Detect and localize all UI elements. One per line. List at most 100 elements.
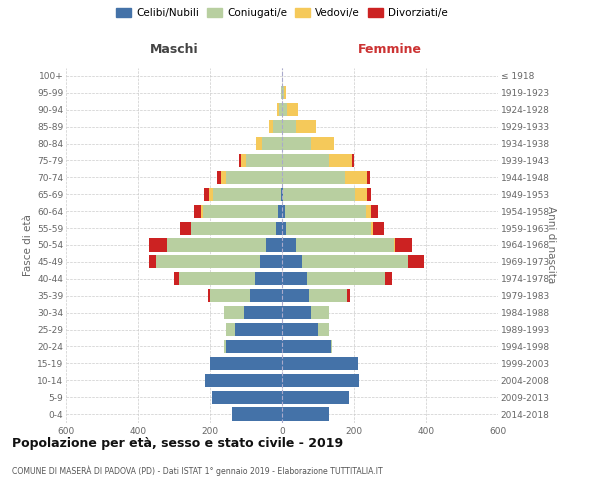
Bar <box>282 272 307 285</box>
Bar <box>167 238 266 252</box>
Bar <box>203 204 278 218</box>
Text: Popolazione per età, sesso e stato civile - 2019: Popolazione per età, sesso e stato civil… <box>12 438 343 450</box>
Bar <box>174 272 179 285</box>
Bar <box>282 204 285 218</box>
Bar <box>283 188 355 201</box>
Bar <box>217 171 221 184</box>
Bar <box>282 154 329 167</box>
Bar <box>279 103 282 117</box>
Bar <box>278 204 282 218</box>
Bar <box>269 120 273 134</box>
Bar <box>156 256 260 268</box>
Bar <box>260 256 282 268</box>
Text: Femmine: Femmine <box>358 42 422 56</box>
Bar <box>244 306 282 319</box>
Bar <box>311 137 334 150</box>
Bar <box>235 323 282 336</box>
Bar <box>282 120 296 134</box>
Legend: Celibi/Nubili, Coniugati/e, Vedovi/e, Divorziati/e: Celibi/Nubili, Coniugati/e, Vedovi/e, Di… <box>116 8 448 18</box>
Bar <box>282 390 349 404</box>
Bar <box>282 171 345 184</box>
Bar <box>232 408 282 420</box>
Bar <box>345 171 367 184</box>
Bar <box>201 204 203 218</box>
Bar <box>210 356 282 370</box>
Bar <box>284 86 286 100</box>
Bar <box>394 238 395 252</box>
Bar <box>250 289 282 302</box>
Bar <box>255 272 282 285</box>
Bar <box>282 374 359 387</box>
Bar <box>329 154 352 167</box>
Bar <box>205 374 282 387</box>
Bar <box>296 238 394 252</box>
Bar <box>331 340 332 353</box>
Bar <box>282 256 302 268</box>
Bar <box>282 222 286 234</box>
Bar <box>282 137 311 150</box>
Bar <box>318 323 329 336</box>
Bar <box>285 204 366 218</box>
Bar <box>282 188 283 201</box>
Bar <box>282 103 287 117</box>
Y-axis label: Fasce di età: Fasce di età <box>23 214 33 276</box>
Bar <box>408 256 424 268</box>
Bar <box>282 340 331 353</box>
Bar <box>355 188 367 201</box>
Bar <box>282 289 309 302</box>
Bar <box>281 188 282 201</box>
Bar <box>273 120 282 134</box>
Bar <box>311 306 329 319</box>
Bar <box>371 222 373 234</box>
Bar <box>352 154 354 167</box>
Bar <box>149 256 156 268</box>
Bar <box>309 289 347 302</box>
Bar <box>282 306 311 319</box>
Text: Maschi: Maschi <box>149 42 199 56</box>
Bar <box>204 188 209 201</box>
Bar <box>191 222 275 234</box>
Bar <box>302 256 408 268</box>
Bar <box>367 188 371 201</box>
Bar <box>210 289 250 302</box>
Bar <box>208 289 210 302</box>
Text: COMUNE DI MASERÀ DI PADOVA (PD) - Dati ISTAT 1° gennaio 2019 - Elaborazione TUTT: COMUNE DI MASERÀ DI PADOVA (PD) - Dati I… <box>12 466 383 476</box>
Bar <box>367 171 370 184</box>
Bar <box>282 323 318 336</box>
Bar <box>180 222 191 234</box>
Bar <box>307 272 385 285</box>
Bar <box>282 86 284 100</box>
Bar <box>256 137 262 150</box>
Bar <box>226 323 235 336</box>
Bar <box>286 222 371 234</box>
Bar <box>347 289 350 302</box>
Bar <box>246 154 282 167</box>
Bar <box>282 238 296 252</box>
Bar <box>209 188 213 201</box>
Bar <box>149 238 167 252</box>
Bar <box>241 154 246 167</box>
Y-axis label: Anni di nascita: Anni di nascita <box>545 206 556 284</box>
Bar <box>281 86 282 100</box>
Bar <box>194 204 201 218</box>
Bar <box>224 340 226 353</box>
Bar <box>366 204 371 218</box>
Bar <box>179 272 255 285</box>
Bar <box>296 120 316 134</box>
Bar <box>224 306 244 319</box>
Bar <box>395 238 412 252</box>
Bar <box>221 171 226 184</box>
Bar <box>287 103 298 117</box>
Bar <box>226 340 282 353</box>
Bar <box>266 238 282 252</box>
Bar <box>212 390 282 404</box>
Bar <box>385 272 392 285</box>
Bar <box>275 222 282 234</box>
Bar <box>277 103 279 117</box>
Bar <box>282 356 358 370</box>
Bar <box>373 222 383 234</box>
Bar <box>282 408 329 420</box>
Bar <box>239 154 241 167</box>
Bar <box>371 204 379 218</box>
Bar <box>213 188 281 201</box>
